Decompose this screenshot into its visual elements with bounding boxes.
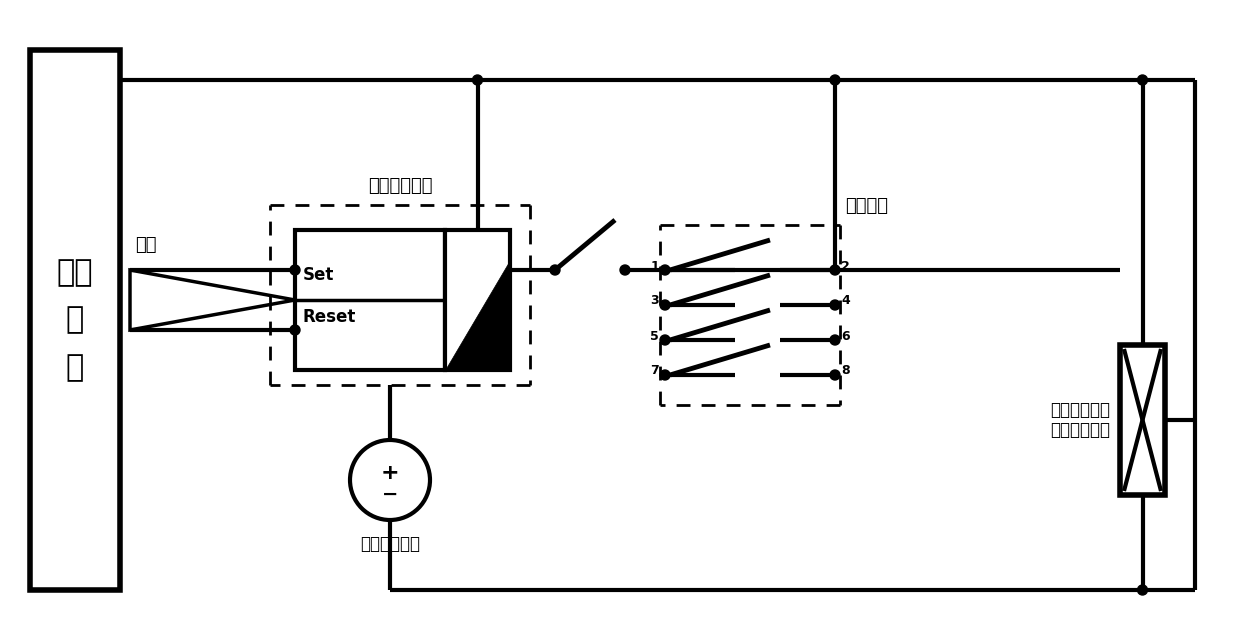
Text: 电磁操作机构
开关控制线圈: 电磁操作机构 开关控制线圈 xyxy=(1050,401,1110,439)
Text: −: − xyxy=(382,484,398,503)
Circle shape xyxy=(660,370,670,380)
Circle shape xyxy=(290,265,300,275)
Text: Set: Set xyxy=(303,266,335,284)
Polygon shape xyxy=(130,270,295,330)
Bar xyxy=(295,230,445,370)
Text: 处理
单
元: 处理 单 元 xyxy=(57,258,93,382)
Text: 4: 4 xyxy=(841,295,849,307)
Text: 磁保持继电器: 磁保持继电器 xyxy=(368,177,433,195)
Circle shape xyxy=(290,325,300,335)
Text: 7: 7 xyxy=(650,365,658,377)
Text: Reset: Reset xyxy=(303,307,356,326)
Text: 5: 5 xyxy=(650,330,658,342)
Circle shape xyxy=(830,300,839,310)
Circle shape xyxy=(830,335,839,345)
Circle shape xyxy=(350,440,430,520)
Text: 2: 2 xyxy=(841,259,849,273)
Circle shape xyxy=(1137,585,1147,595)
Circle shape xyxy=(551,265,560,275)
Text: 遥控: 遥控 xyxy=(135,236,156,254)
Text: 3: 3 xyxy=(650,295,658,307)
Text: 1: 1 xyxy=(650,259,658,273)
Polygon shape xyxy=(445,260,510,370)
Circle shape xyxy=(660,265,670,275)
Text: 手柄开关: 手柄开关 xyxy=(844,197,888,215)
Text: 控制回路电源: 控制回路电源 xyxy=(360,535,420,553)
Circle shape xyxy=(830,370,839,380)
Bar xyxy=(30,50,120,590)
Circle shape xyxy=(660,300,670,310)
Circle shape xyxy=(472,75,482,85)
Text: 8: 8 xyxy=(841,365,849,377)
Bar xyxy=(445,230,510,370)
Text: +: + xyxy=(381,463,399,483)
Circle shape xyxy=(660,335,670,345)
Circle shape xyxy=(620,265,630,275)
Bar xyxy=(1120,345,1166,495)
Circle shape xyxy=(830,75,839,85)
Circle shape xyxy=(1137,75,1147,85)
Circle shape xyxy=(830,265,839,275)
Text: 6: 6 xyxy=(841,330,849,342)
